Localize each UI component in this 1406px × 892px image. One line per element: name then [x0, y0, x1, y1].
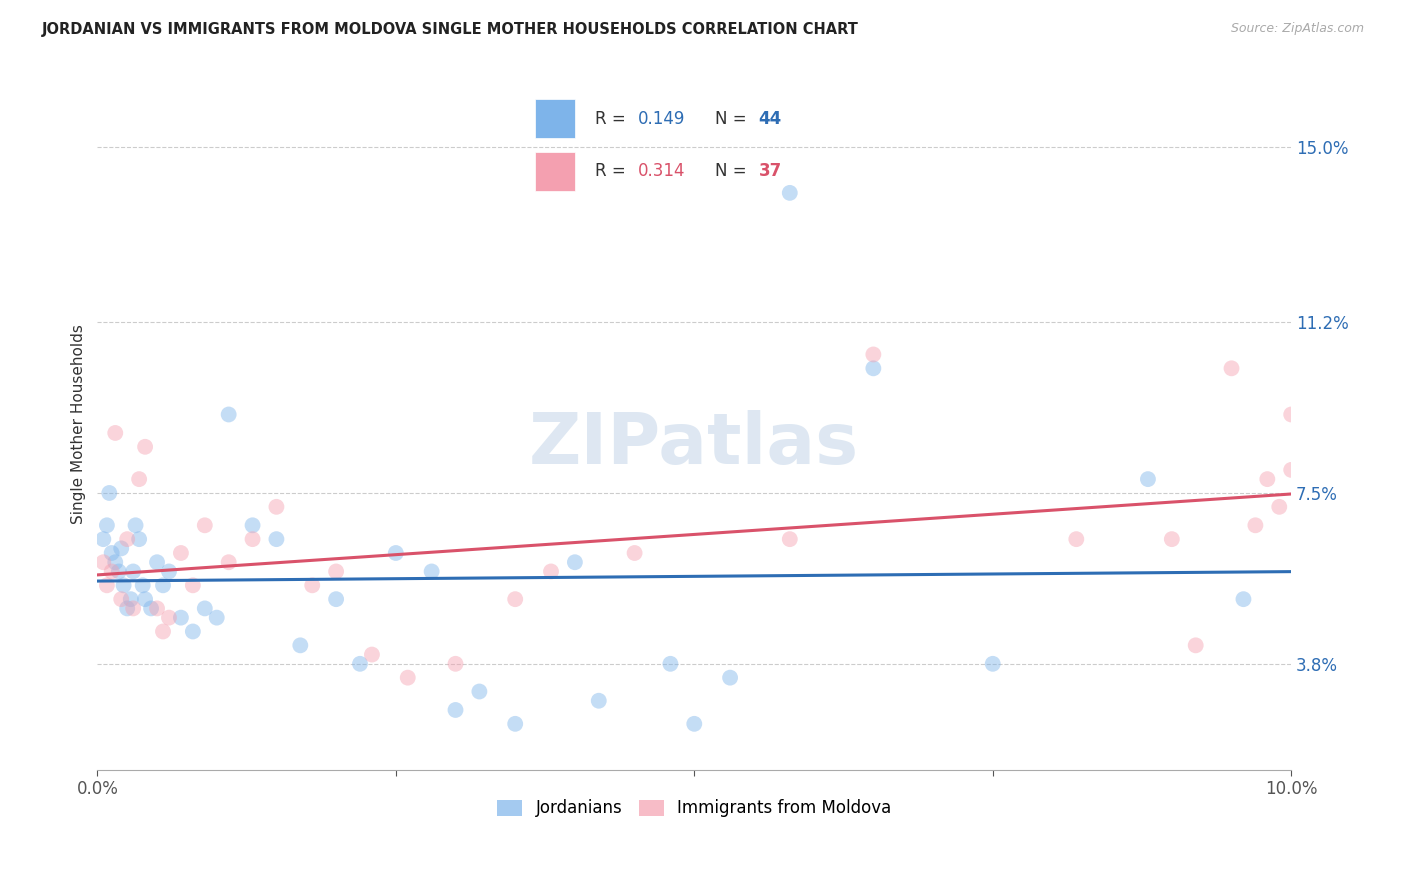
Point [242, 518, 264, 533]
Point [110, 592, 132, 607]
Text: Source: ZipAtlas.com: Source: ZipAtlas.com [1230, 22, 1364, 36]
Point [115, 532, 138, 546]
Point [104, 555, 127, 569]
Point [1184, 638, 1206, 652]
Point [181, 624, 204, 639]
Point [139, 601, 162, 615]
Point [91, 555, 114, 569]
Point [862, 361, 884, 376]
Point [981, 657, 1004, 671]
Point [349, 657, 371, 671]
Point [205, 610, 228, 624]
Point [266, 532, 288, 546]
Point [779, 532, 801, 546]
Point [1256, 472, 1278, 486]
Point [218, 408, 240, 422]
Point [157, 565, 180, 579]
Point [468, 684, 491, 698]
Point [503, 592, 526, 607]
Point [325, 592, 347, 607]
Point [100, 546, 122, 560]
Point [420, 565, 443, 579]
Point [503, 716, 526, 731]
Point [242, 532, 264, 546]
Point [779, 186, 801, 200]
Point [134, 592, 156, 607]
Point [104, 425, 127, 440]
Point [1232, 592, 1254, 607]
Legend: Jordanians, Immigrants from Moldova: Jordanians, Immigrants from Moldova [491, 793, 898, 824]
Point [194, 518, 217, 533]
Point [1279, 463, 1302, 477]
Point [1136, 472, 1159, 486]
Point [128, 532, 150, 546]
Point [122, 601, 145, 615]
Point [134, 440, 156, 454]
Point [1220, 361, 1243, 376]
Point [718, 671, 741, 685]
Point [218, 555, 240, 569]
Point [98, 486, 121, 500]
Point [588, 694, 610, 708]
Point [444, 703, 467, 717]
Point [124, 518, 146, 533]
Point [170, 546, 193, 560]
Point [862, 347, 884, 361]
Point [683, 716, 706, 731]
Point [564, 555, 586, 569]
Point [152, 624, 174, 639]
Point [108, 565, 131, 579]
Point [396, 671, 419, 685]
Point [157, 610, 180, 624]
Point [1160, 532, 1182, 546]
Point [1066, 532, 1088, 546]
Point [659, 657, 682, 671]
Text: ZIPatlas: ZIPatlas [529, 410, 859, 479]
Point [361, 648, 384, 662]
Point [91, 532, 114, 546]
Point [385, 546, 408, 560]
Point [1244, 518, 1267, 533]
Point [540, 565, 562, 579]
Point [115, 601, 138, 615]
Point [96, 518, 118, 533]
Point [170, 610, 193, 624]
Point [146, 555, 169, 569]
Point [1279, 408, 1302, 422]
Point [100, 565, 122, 579]
Point [110, 541, 132, 556]
Point [122, 565, 145, 579]
Point [181, 578, 204, 592]
Point [301, 578, 323, 592]
Point [1268, 500, 1291, 514]
Point [152, 578, 174, 592]
Y-axis label: Single Mother Households: Single Mother Households [72, 324, 86, 524]
Point [96, 578, 118, 592]
Point [112, 578, 135, 592]
Point [132, 578, 155, 592]
Point [120, 592, 142, 607]
Point [444, 657, 467, 671]
Point [128, 472, 150, 486]
Text: JORDANIAN VS IMMIGRANTS FROM MOLDOVA SINGLE MOTHER HOUSEHOLDS CORRELATION CHART: JORDANIAN VS IMMIGRANTS FROM MOLDOVA SIN… [42, 22, 859, 37]
Point [290, 638, 312, 652]
Point [266, 500, 288, 514]
Point [194, 601, 217, 615]
Point [325, 565, 347, 579]
Point [623, 546, 645, 560]
Point [146, 601, 169, 615]
